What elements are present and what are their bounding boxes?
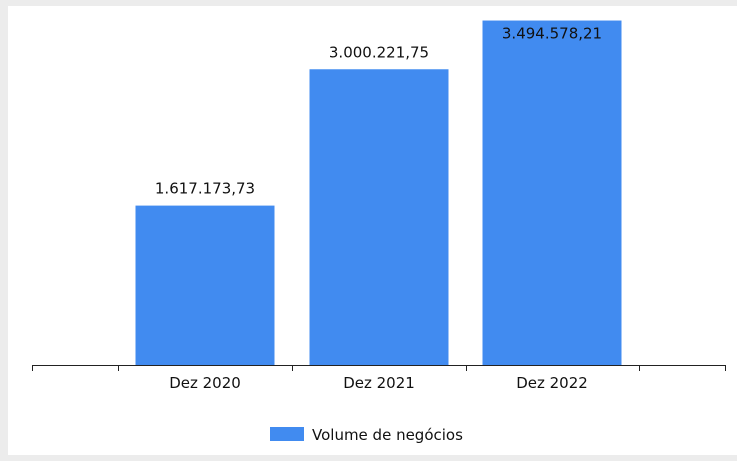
data-labels-group: 1.617.173,73 3.000.221,75 3.494.578,21: [155, 25, 602, 198]
x-tick-labels-group: Dez 2020 Dez 2021 Dez 2022: [169, 374, 588, 392]
data-label: 3.494.578,21: [502, 25, 602, 43]
bar-dez-2022: [482, 20, 622, 366]
data-label: 1.617.173,73: [155, 180, 255, 198]
x-axis-ticks: [32, 365, 726, 371]
bars-group: [135, 20, 622, 366]
x-tick-label: Dez 2020: [169, 374, 241, 392]
legend-swatch: [270, 427, 304, 441]
bar-dez-2021: [309, 69, 449, 365]
data-label: 3.000.221,75: [329, 43, 429, 61]
x-tick-label: Dez 2021: [343, 374, 415, 392]
legend: Volume de negócios: [270, 426, 463, 444]
x-tick-label: Dez 2022: [516, 374, 588, 392]
bar-dez-2020: [135, 205, 275, 365]
legend-label: Volume de negócios: [312, 426, 463, 444]
